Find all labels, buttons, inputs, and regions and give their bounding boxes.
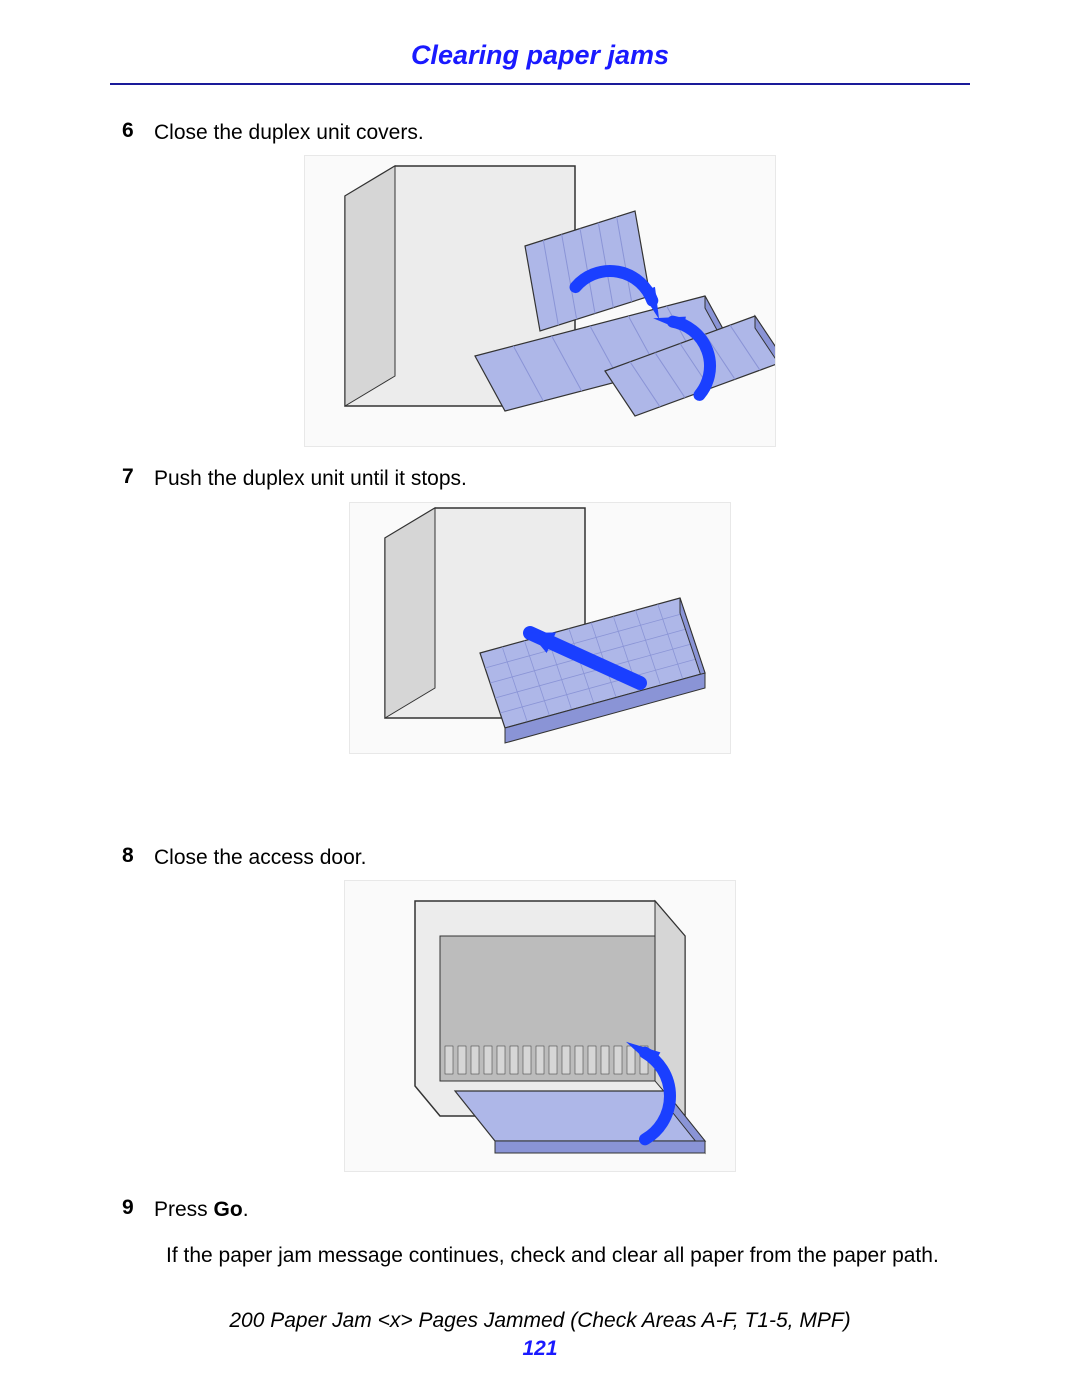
footer-section-text: Paper Jam <x> Pages Jammed (Check Areas … [270, 1309, 850, 1332]
illustration-step8 [344, 880, 736, 1172]
page: Clearing paper jams 6 Close the duplex u… [0, 0, 1080, 1397]
step-number: 7 [110, 465, 154, 489]
step-9: 9 Press Go. [110, 1196, 970, 1224]
step-7: 7 Push the duplex unit until it stops. [110, 465, 970, 493]
illustration-step7-wrap [110, 502, 970, 754]
step-text: Press Go. [154, 1196, 249, 1224]
page-footer: 200 Paper Jam <x> Pages Jammed (Check Ar… [0, 1309, 1080, 1361]
step-8: 8 Close the access door. [110, 844, 970, 872]
step-text: Close the duplex unit covers. [154, 119, 424, 147]
step-extra-text: If the paper jam message continues, chec… [166, 1242, 970, 1270]
step-number: 6 [110, 119, 154, 143]
step-number: 8 [110, 844, 154, 868]
illustration-step6 [304, 155, 776, 447]
step-text-prefix: Press [154, 1198, 214, 1221]
illustration-step8-wrap [110, 880, 970, 1172]
step-text: Push the duplex unit until it stops. [154, 465, 467, 493]
step-text-suffix: . [243, 1198, 249, 1221]
step-text-bold: Go [214, 1198, 243, 1221]
illustration-step6-wrap [110, 155, 970, 447]
illustration-step7 [349, 502, 731, 754]
step-text: Close the access door. [154, 844, 366, 872]
page-heading: Clearing paper jams [110, 40, 970, 85]
footer-section-title: 200 Paper Jam <x> Pages Jammed (Check Ar… [0, 1309, 1080, 1333]
step-6: 6 Close the duplex unit covers. [110, 119, 970, 147]
step-number: 9 [110, 1196, 154, 1220]
footer-section-prefix: 200 [229, 1309, 270, 1332]
footer-page-number: 121 [0, 1337, 1080, 1361]
